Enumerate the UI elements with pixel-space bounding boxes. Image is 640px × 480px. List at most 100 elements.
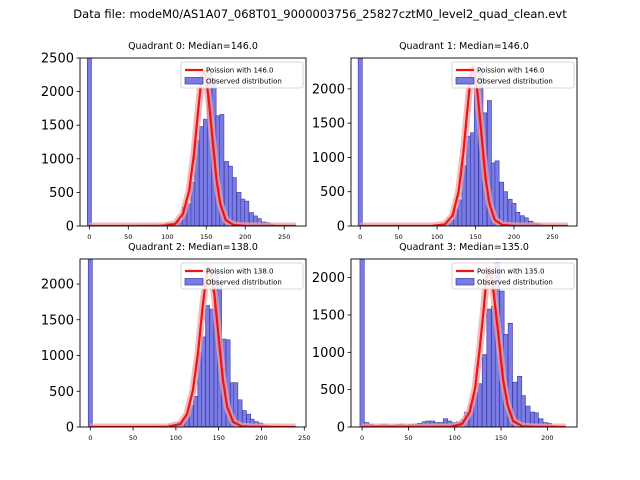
x-tick-label: 0 <box>358 233 362 241</box>
histogram-bars <box>357 58 554 226</box>
poisson-curve-group <box>90 264 296 427</box>
y-tick-label: 2000 <box>312 271 345 286</box>
y-tick-label: 1500 <box>41 119 74 134</box>
legend-box <box>451 262 575 290</box>
y-tick-label: 2500 <box>41 52 74 67</box>
x-tick-label: 50 <box>124 233 132 241</box>
legend-entry-poisson: Poission with 138.0 <box>206 268 274 276</box>
histogram-bar <box>470 132 475 226</box>
x-tick-label: 50 <box>404 434 412 442</box>
x-tick-label: 200 <box>508 233 520 241</box>
histogram-bar <box>203 118 208 226</box>
histogram-bar <box>494 160 500 226</box>
histogram-bar <box>359 259 365 427</box>
histogram-bar <box>231 177 237 226</box>
histogram-bar <box>357 58 363 226</box>
x-tick-label: 50 <box>129 434 137 442</box>
y-tick-label: 500 <box>49 186 74 201</box>
histogram-bar <box>515 211 521 226</box>
x-tick-label: 150 <box>469 233 481 241</box>
y-tick-label: 1000 <box>41 349 74 364</box>
histogram-bar <box>486 308 492 427</box>
histogram-bar <box>466 135 471 226</box>
legend-bar-swatch <box>184 77 204 85</box>
x-tick-label: 150 <box>495 434 507 442</box>
y-tick-label: 2000 <box>41 278 74 293</box>
y-tick-label: 1000 <box>41 152 74 167</box>
legend-entry-poisson: Poission with 146.0 <box>477 67 545 75</box>
histogram-bar <box>240 198 246 226</box>
legend: Poission with 135.0 Observed distribution <box>451 262 575 290</box>
legend-bar-swatch <box>455 77 475 85</box>
x-tick-label: 100 <box>449 434 461 442</box>
y-tick-label: 1000 <box>312 151 345 166</box>
legend-box <box>451 61 575 89</box>
legend-entry-poisson: Poission with 146.0 <box>206 67 274 75</box>
histogram-bar <box>87 259 93 427</box>
legend-bar-swatch <box>455 278 475 286</box>
subplot-title: Quadrant 3: Median=135.0 <box>399 242 529 253</box>
poisson-curve-glow <box>362 265 566 427</box>
quadrant-2-panel: 0 50 100 150 200 250 0 500 1000 1500 2000 Quadrant … <box>41 242 311 442</box>
histogram-bar <box>481 354 487 427</box>
histogram-bar <box>244 200 250 226</box>
poisson-curve-glow <box>90 264 296 427</box>
legend-box <box>180 61 304 89</box>
y-tick-label: 500 <box>49 385 74 400</box>
x-tick-label: 150 <box>200 233 212 241</box>
y-tick-label: 0 <box>337 220 345 235</box>
legend-bar-swatch <box>184 278 204 286</box>
subplot-title: Quadrant 0: Median=146.0 <box>128 41 258 52</box>
y-tick-label: 0 <box>66 220 74 235</box>
x-tick-label: 0 <box>360 434 364 442</box>
histogram-bar <box>219 114 225 226</box>
legend: Poission with 146.0 Observed distribution <box>451 61 575 89</box>
x-tick-label: 100 <box>431 233 443 241</box>
x-tick-label: 100 <box>161 233 173 241</box>
histogram-bar <box>193 395 198 427</box>
figure-title: Data file: modeM0/AS1A07_068T01_90000037… <box>73 7 567 21</box>
y-tick-label: 0 <box>337 421 345 436</box>
y-tick-label: 1500 <box>312 309 345 324</box>
y-tick-label: 2000 <box>41 85 74 100</box>
y-tick-label: 1000 <box>312 346 345 361</box>
x-tick-label: 250 <box>298 434 310 442</box>
legend: Poission with 146.0 Observed distribution <box>180 61 304 89</box>
legend-entry-observed: Observed distribution <box>206 78 282 86</box>
histogram-bar <box>507 322 513 427</box>
histogram-bar <box>256 218 262 226</box>
poisson-curve-group <box>362 265 566 427</box>
legend-entry-poisson: Poission with 135.0 <box>477 268 545 276</box>
plot-frame <box>350 57 578 227</box>
x-tick-label: 200 <box>255 434 267 442</box>
x-tick-label: 250 <box>278 233 290 241</box>
y-tick-label: 0 <box>66 421 74 436</box>
plot-frame <box>79 57 307 227</box>
y-tick-label: 1500 <box>312 117 345 132</box>
legend: Poission with 138.0 Observed distribution <box>180 262 304 290</box>
y-tick-label: 500 <box>320 185 345 200</box>
subplot-title: Quadrant 1: Median=146.0 <box>399 41 529 52</box>
x-tick-label: 150 <box>212 434 224 442</box>
histogram-bar <box>228 165 233 226</box>
x-tick-label: 50 <box>395 233 403 241</box>
y-tick-label: 500 <box>320 383 345 398</box>
x-tick-label: 200 <box>541 434 553 442</box>
histogram-bar <box>236 192 242 226</box>
legend-entry-observed: Observed distribution <box>477 279 553 287</box>
x-tick-label: 100 <box>170 434 182 442</box>
legend-entry-observed: Observed distribution <box>477 78 553 86</box>
plot-frame <box>350 258 578 428</box>
histogram-bar <box>205 305 210 427</box>
legend-entry-observed: Observed distribution <box>206 279 282 287</box>
subplot-title: Quadrant 2: Median=138.0 <box>128 242 258 253</box>
poisson-curve <box>362 267 566 427</box>
histogram-bar <box>86 58 92 226</box>
y-tick-label: 1500 <box>41 313 74 328</box>
x-tick-label: 0 <box>87 233 91 241</box>
x-tick-label: 200 <box>239 233 251 241</box>
histogram-bar <box>209 308 215 427</box>
x-tick-label: 250 <box>546 233 558 241</box>
